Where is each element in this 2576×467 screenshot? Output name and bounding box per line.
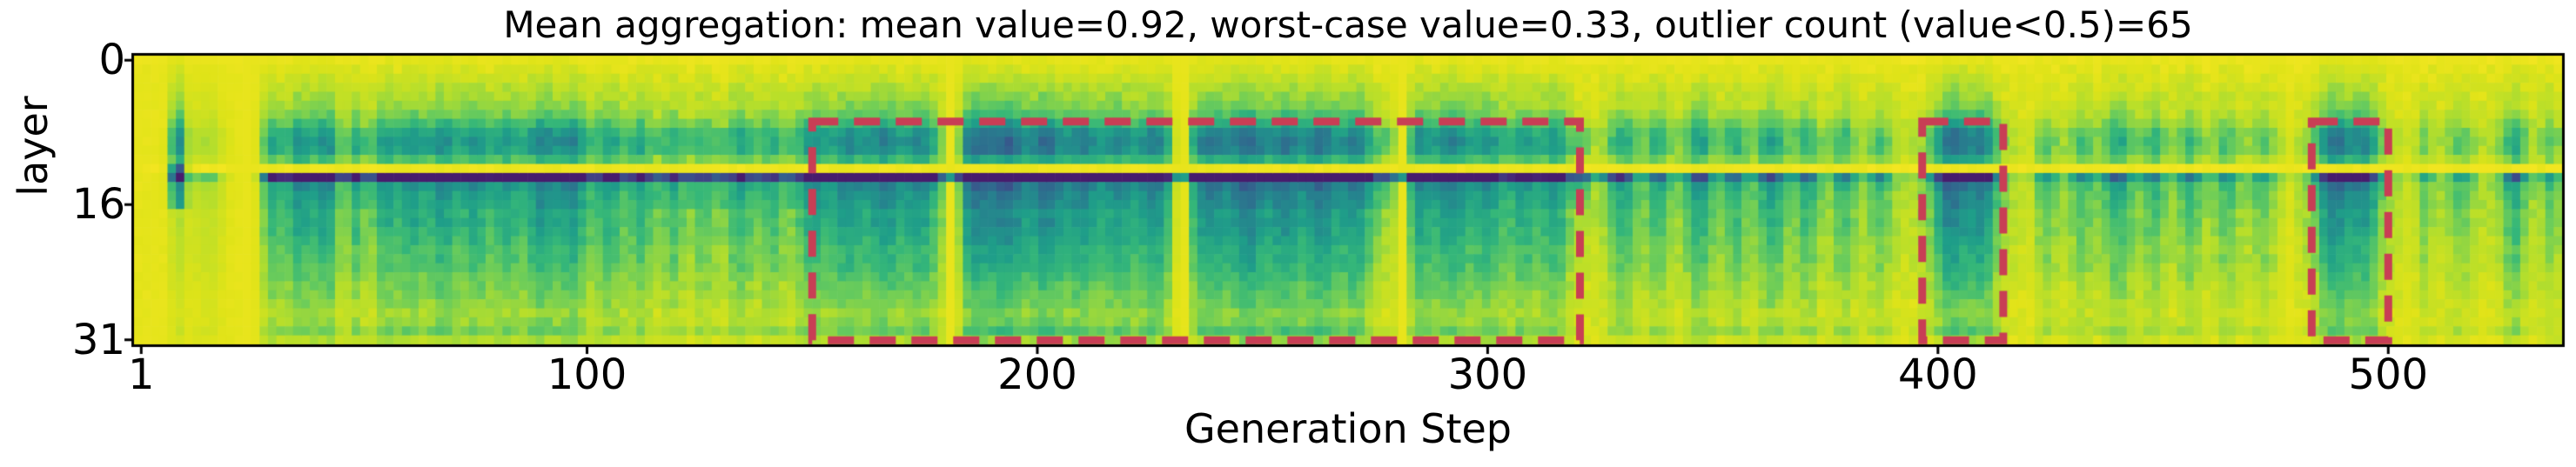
x-axis-label: Generation Step bbox=[1184, 405, 1512, 452]
x-tick-label: 400 bbox=[1898, 350, 1978, 399]
y-tick-label: 16 bbox=[71, 180, 125, 230]
y-axis-label: layer bbox=[10, 96, 57, 197]
x-tick-label: 200 bbox=[997, 350, 1077, 399]
y-tick-label: 31 bbox=[71, 315, 125, 364]
x-tick-label: 1 bbox=[127, 350, 155, 399]
x-tick-label: 500 bbox=[2348, 350, 2429, 399]
x-tick-label: 300 bbox=[1447, 350, 1528, 399]
y-tick-label: 0 bbox=[98, 36, 125, 85]
x-tick-label: 100 bbox=[547, 350, 627, 399]
chart-title: Mean aggregation: mean value=0.92, worst… bbox=[503, 3, 2193, 46]
